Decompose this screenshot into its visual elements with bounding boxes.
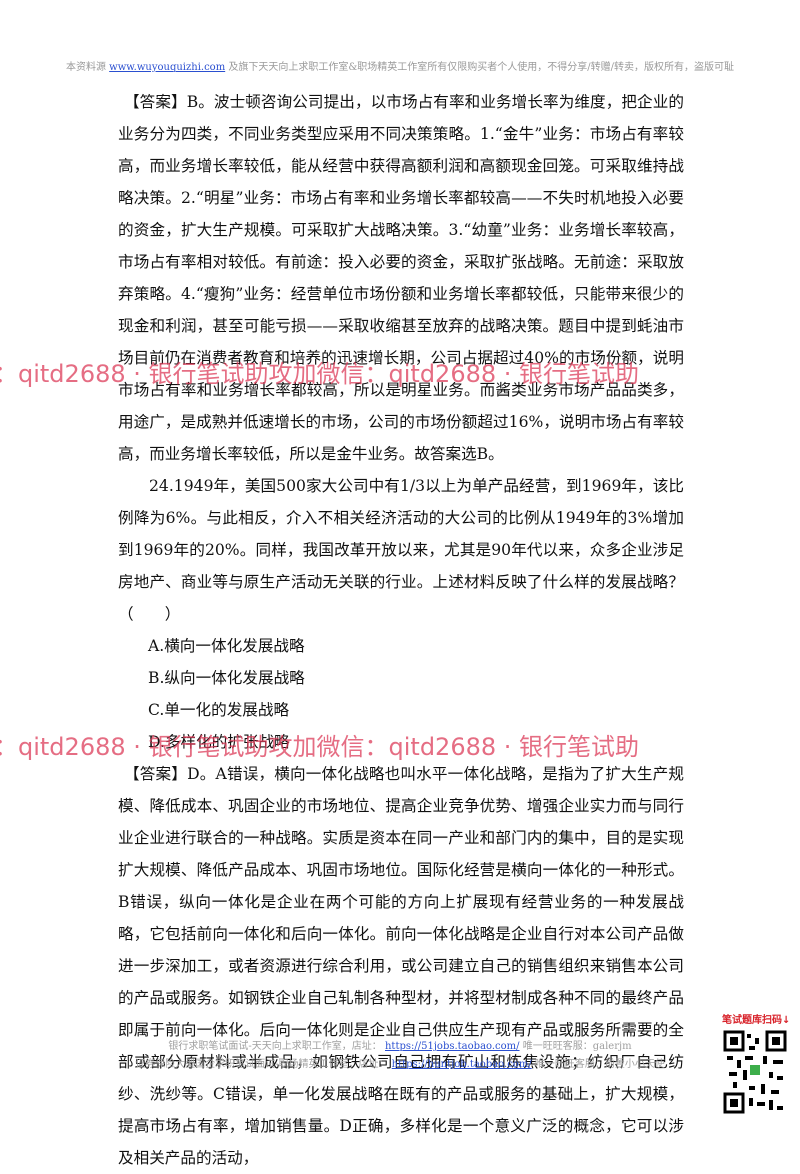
option: C.单一化的发展战略 [148,701,290,719]
footer-line: 证券保险大型国企求职笔试面试-职场精英工作室，店址： https://huntj… [0,1055,800,1070]
footer-text: 银行求职笔试面试-天天向上求职工作室，店址： [168,1041,385,1052]
header-text: 本资料源 [65,62,110,73]
header: 本资料源 www.wuyouquizhi.com 及旗下天天向上求职工作室&职场… [0,58,800,73]
header-link[interactable]: www.wuyouquizhi.com [109,62,226,73]
footer-text: 唯一旺旺客服：前置小小天使 [531,1059,665,1070]
option: D.多样化的扩张战略 [148,733,290,751]
footer-link[interactable]: https://huntjob.taobao.com/ [391,1059,532,1070]
footer-text: 证券保险大型国企求职笔试面试-职场精英工作室，店址： [135,1059,392,1070]
qr-code[interactable] [723,1030,787,1114]
option: A.横向一体化发展战略 [148,637,305,655]
header-text: 及旗下天天向上求职工作室&职场精英工作室所有仅限购买者个人使用，不得分享/转赠/… [225,62,735,73]
footer-text: 唯一旺旺客服：galerjm [519,1041,632,1052]
question: 24.1949年，美国500家大公司中有1/3以上为单产品经营，到1969年，该… [118,477,684,623]
option: B.纵向一体化发展战略 [148,669,305,687]
paragraph: 【答案】B。波士顿咨询公司提出，以市场占有率和业务增长率为维度，把企业的业务分为… [118,93,684,463]
qr-label: 笔试题库扫码↓ [722,1015,791,1026]
paragraph: 【答案】D。A错误，横向一体化战略也叫水平一体化战略，是指为了扩大生产规模、降低… [118,765,684,1167]
page: 本资料源 www.wuyouquizhi.com 及旗下天天向上求职工作室&职场… [0,58,800,1167]
footer-line: 银行求职笔试面试-天天向上求职工作室，店址： https://51jobs.ta… [0,1037,800,1052]
content: 【答案】B。波士顿咨询公司提出，以市场占有率和业务增长率为维度，把企业的业务分为… [118,86,684,1174]
footer-link[interactable]: https://51jobs.taobao.com/ [384,1041,520,1052]
